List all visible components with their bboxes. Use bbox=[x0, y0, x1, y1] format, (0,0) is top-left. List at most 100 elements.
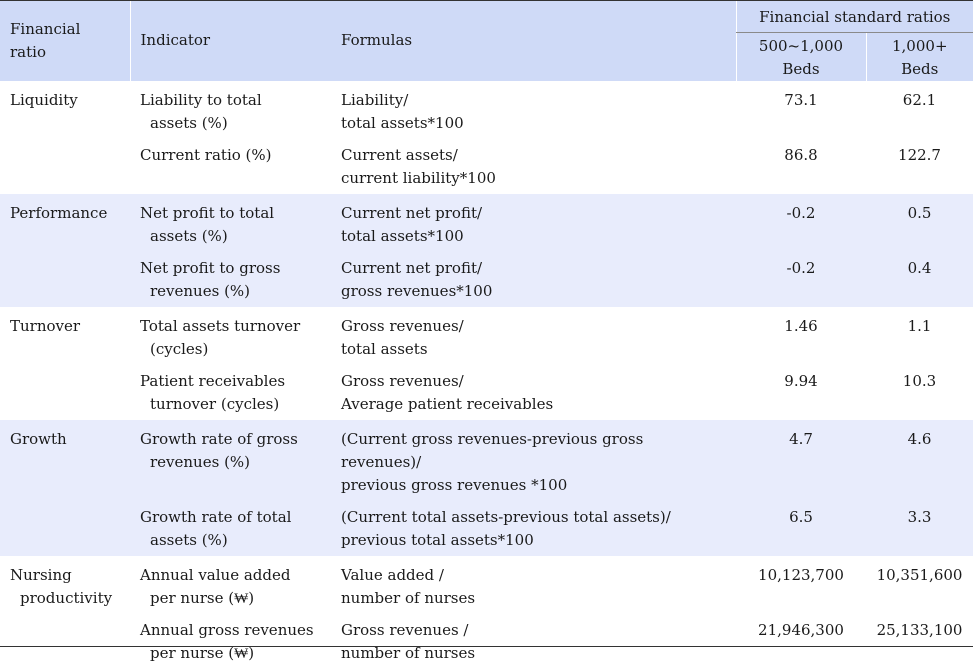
ratio-label: Performance bbox=[10, 202, 120, 225]
formula-cell: Gross revenues / number of nurses bbox=[331, 616, 736, 669]
value-1000-plus: 0.5 bbox=[866, 194, 973, 254]
header-indicator: Indicator bbox=[130, 0, 331, 81]
indicator-line1: Total assets turnover bbox=[140, 317, 300, 335]
formula-cell: Current net profit/ gross revenues*100 bbox=[331, 254, 736, 307]
indicator-line2: (cycles) bbox=[150, 340, 208, 358]
formula-line1: Current net profit/ bbox=[341, 257, 726, 280]
indicator-line1: Patient receivables bbox=[140, 372, 285, 390]
indicator-line1: Growth rate of gross bbox=[140, 430, 298, 448]
indicator-line1: Annual value added bbox=[140, 566, 290, 584]
indicator-line1: Net profit to gross bbox=[140, 259, 280, 277]
formula-cell: Gross revenues/ total assets bbox=[331, 307, 736, 367]
indicator-text: Growth rate of gross revenues (%) bbox=[140, 428, 321, 474]
formula-cell: Value added / number of nurses bbox=[331, 556, 736, 616]
indicator-cell: Current ratio (%) bbox=[130, 141, 331, 194]
indicator-line2: turnover (cycles) bbox=[150, 395, 279, 413]
indicator-text: Current ratio (%) bbox=[140, 144, 321, 167]
value-500-1000: 86.8 bbox=[736, 141, 866, 194]
formula-line1: (Current gross revenues-previous gross r… bbox=[341, 428, 726, 474]
value-1000-plus: 10.3 bbox=[866, 367, 973, 420]
indicator-text: Net profit to total assets (%) bbox=[140, 202, 321, 248]
table-row: Current ratio (%) Current assets/ curren… bbox=[0, 141, 973, 194]
header-500-1000-line2: Beds bbox=[737, 58, 866, 81]
indicator-cell: Liability to total assets (%) bbox=[130, 81, 331, 141]
formula-cell: Current net profit/ total assets*100 bbox=[331, 194, 736, 254]
value-1000-plus: 25,133,100 bbox=[866, 616, 973, 669]
header-500-1000-beds: 500~1,000 Beds bbox=[736, 33, 866, 82]
table-top-rule bbox=[0, 0, 973, 1]
indicator-line2: assets (%) bbox=[150, 114, 228, 132]
value-500-1000: 9.94 bbox=[736, 367, 866, 420]
table-figure: Financial ratio Indicator Formulas Finan… bbox=[0, 0, 973, 648]
indicator-line2: revenues (%) bbox=[150, 453, 250, 471]
indicator-text: Liability to total assets (%) bbox=[140, 89, 321, 135]
indicator-cell: Growth rate of total assets (%) bbox=[130, 503, 331, 556]
header-1000-plus-line1: 1,000+ bbox=[867, 35, 973, 58]
formula-line2: current liability*100 bbox=[341, 167, 726, 190]
table-row: Growth rate of total assets (%) (Current … bbox=[0, 503, 973, 556]
indicator-line2: assets (%) bbox=[150, 227, 228, 245]
ratio-label: Liquidity bbox=[10, 89, 120, 112]
formula-line1: Current net profit/ bbox=[341, 202, 726, 225]
formula-line2: number of nurses bbox=[341, 587, 726, 610]
formula-line1: Current assets/ bbox=[341, 144, 726, 167]
value-500-1000: -0.2 bbox=[736, 194, 866, 254]
indicator-text: Total assets turnover (cycles) bbox=[140, 315, 321, 361]
formula-line2: Average patient receivables bbox=[341, 393, 726, 416]
indicator-cell: Patient receivables turnover (cycles) bbox=[130, 367, 331, 420]
header-financial-ratio: Financial ratio bbox=[0, 0, 130, 81]
indicator-line2: assets (%) bbox=[150, 531, 228, 549]
formula-line1: (Current total assets-previous total ass… bbox=[341, 506, 726, 529]
formula-cell: (Current total assets-previous total ass… bbox=[331, 503, 736, 556]
indicator-line1: Growth rate of total bbox=[140, 508, 291, 526]
table-header: Financial ratio Indicator Formulas Finan… bbox=[0, 0, 973, 81]
group-liquidity: Liquidity Liability to total assets (%) L… bbox=[0, 81, 973, 194]
value-1000-plus: 0.4 bbox=[866, 254, 973, 307]
formula-line1: Gross revenues/ bbox=[341, 315, 726, 338]
header-standard-ratios: Financial standard ratios bbox=[736, 0, 973, 33]
ratio-label-line1: Nursing bbox=[10, 564, 120, 587]
formula-line1: Liability/ bbox=[341, 89, 726, 112]
value-1000-plus: 62.1 bbox=[866, 81, 973, 141]
ratio-cell: Turnover bbox=[0, 307, 130, 420]
value-500-1000: 21,946,300 bbox=[736, 616, 866, 669]
indicator-line2: per nurse (₩) bbox=[150, 589, 254, 607]
group-turnover: Turnover Total assets turnover (cycles) G… bbox=[0, 307, 973, 420]
value-500-1000: 6.5 bbox=[736, 503, 866, 556]
table-row: Liquidity Liability to total assets (%) L… bbox=[0, 81, 973, 141]
formula-line2: previous gross revenues *100 bbox=[341, 474, 726, 497]
indicator-text: Patient receivables turnover (cycles) bbox=[140, 370, 321, 416]
formula-line2: total assets*100 bbox=[341, 112, 726, 135]
header-formulas: Formulas bbox=[331, 0, 736, 81]
value-500-1000: -0.2 bbox=[736, 254, 866, 307]
indicator-line1: Liability to total bbox=[140, 91, 262, 109]
formula-line2: gross revenues*100 bbox=[341, 280, 726, 303]
formula-cell: (Current gross revenues-previous gross r… bbox=[331, 420, 736, 503]
indicator-text: Annual value added per nurse (₩) bbox=[140, 564, 321, 610]
indicator-line1: Net profit to total bbox=[140, 204, 274, 222]
header-1000-plus-line2: Beds bbox=[867, 58, 973, 81]
formula-cell: Gross revenues/ Average patient receivab… bbox=[331, 367, 736, 420]
ratio-label: Growth bbox=[10, 428, 120, 451]
formula-line2: total assets bbox=[341, 338, 726, 361]
formula-line1: Value added / bbox=[341, 564, 726, 587]
table-row: Turnover Total assets turnover(cycles) G… bbox=[0, 307, 973, 367]
formula-line2: previous total assets*100 bbox=[341, 529, 726, 552]
indicator-cell: Annual value added per nurse (₩) bbox=[130, 556, 331, 616]
table-bottom-rule bbox=[0, 646, 973, 647]
indicator-cell: Net profit to total assets (%) bbox=[130, 194, 331, 254]
group-performance: Performance Net profit to total assets (%… bbox=[0, 194, 973, 307]
value-500-1000: 73.1 bbox=[736, 81, 866, 141]
value-1000-plus: 4.6 bbox=[866, 420, 973, 503]
value-1000-plus: 122.7 bbox=[866, 141, 973, 194]
table-row: Performance Net profit to total assets (%… bbox=[0, 194, 973, 254]
